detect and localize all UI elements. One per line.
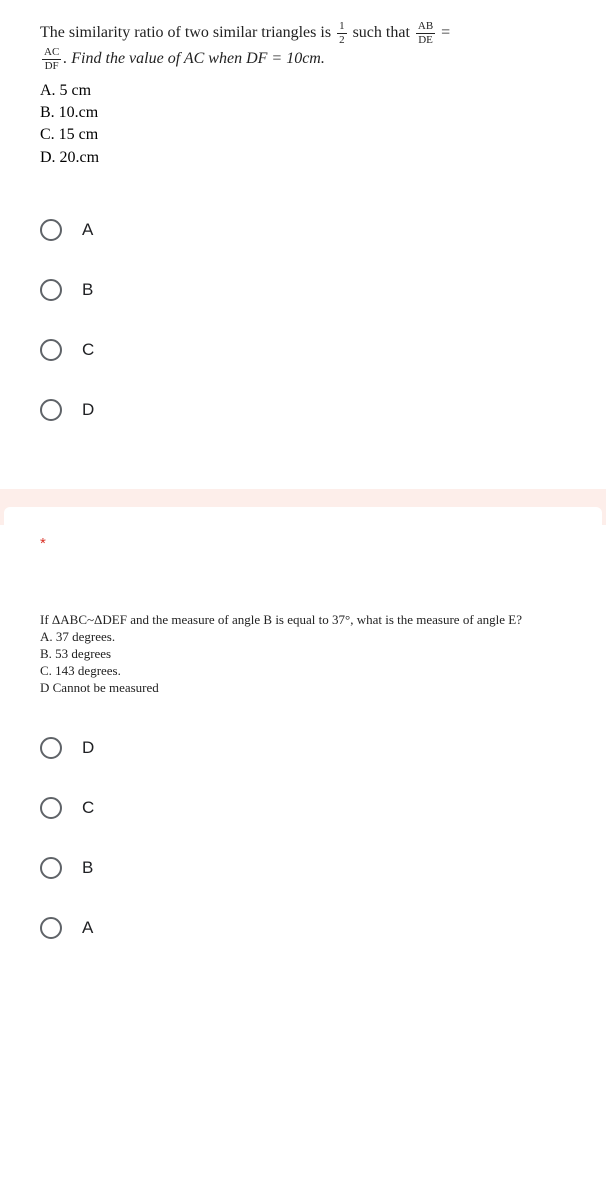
question-2: * If ΔABC~ΔDEF and the measure of angle … xyxy=(0,525,606,1006)
q1-option-d-label: D xyxy=(82,400,94,420)
radio-icon[interactable] xyxy=(40,917,62,939)
q2-option-c-label: C xyxy=(82,798,94,818)
q1-prompt: The similarity ratio of two similar tria… xyxy=(40,20,566,72)
frac-ac-df: ACDF xyxy=(42,47,61,72)
q1-mid1: such that xyxy=(349,24,414,41)
q1-ans-b: B. 10.cm xyxy=(40,102,566,124)
frac-ab-de: ABDE xyxy=(416,21,435,46)
q1-line1-prefix: The similarity ratio of two similar tria… xyxy=(40,24,335,41)
q2-option-d-row[interactable]: D xyxy=(40,737,566,759)
q2-options: D C B A xyxy=(40,737,566,939)
question-1: The similarity ratio of two similar tria… xyxy=(0,0,606,489)
q1-option-a-label: A xyxy=(82,220,93,240)
q1-eq: = xyxy=(437,24,450,41)
section-divider xyxy=(0,489,606,525)
q2-prompt-block: If ΔABC~ΔDEF and the measure of angle B … xyxy=(40,612,566,696)
radio-icon[interactable] xyxy=(40,857,62,879)
q2-ans-c: C. 143 degrees. xyxy=(40,663,566,680)
q1-option-c-label: C xyxy=(82,340,94,360)
q2-option-b-row[interactable]: B xyxy=(40,857,566,879)
q1-ans-c: C. 15 cm xyxy=(40,124,566,146)
q2-option-a-label: A xyxy=(82,918,93,938)
q2-text: If ΔABC~ΔDEF and the measure of angle B … xyxy=(40,612,566,629)
q2-option-a-row[interactable]: A xyxy=(40,917,566,939)
q1-ans-a: A. 5 cm xyxy=(40,80,566,102)
q1-option-c-row[interactable]: C xyxy=(40,339,566,361)
q1-option-b-row[interactable]: B xyxy=(40,279,566,301)
q1-option-a-row[interactable]: A xyxy=(40,219,566,241)
q1-ans-d: D. 20.cm xyxy=(40,147,566,169)
divider-inner xyxy=(4,507,602,525)
radio-icon[interactable] xyxy=(40,219,62,241)
q2-ans-d: D Cannot be measured xyxy=(40,680,566,697)
required-asterisk: * xyxy=(40,535,566,552)
q2-option-c-row[interactable]: C xyxy=(40,797,566,819)
radio-icon[interactable] xyxy=(40,797,62,819)
radio-icon[interactable] xyxy=(40,399,62,421)
q2-option-d-label: D xyxy=(82,738,94,758)
q1-options: A B C D xyxy=(40,219,566,421)
q1-option-d-row[interactable]: D xyxy=(40,399,566,421)
radio-icon[interactable] xyxy=(40,737,62,759)
q1-line2-suffix: . Find the value of AC when DF = 10cm. xyxy=(63,50,325,67)
q2-ans-b: B. 53 degrees xyxy=(40,646,566,663)
q1-answers-list: A. 5 cm B. 10.cm C. 15 cm D. 20.cm xyxy=(40,80,566,170)
q1-option-b-label: B xyxy=(82,280,93,300)
q2-option-b-label: B xyxy=(82,858,93,878)
radio-icon[interactable] xyxy=(40,279,62,301)
q2-ans-a: A. 37 degrees. xyxy=(40,629,566,646)
radio-icon[interactable] xyxy=(40,339,62,361)
frac-half: 12 xyxy=(337,21,347,46)
